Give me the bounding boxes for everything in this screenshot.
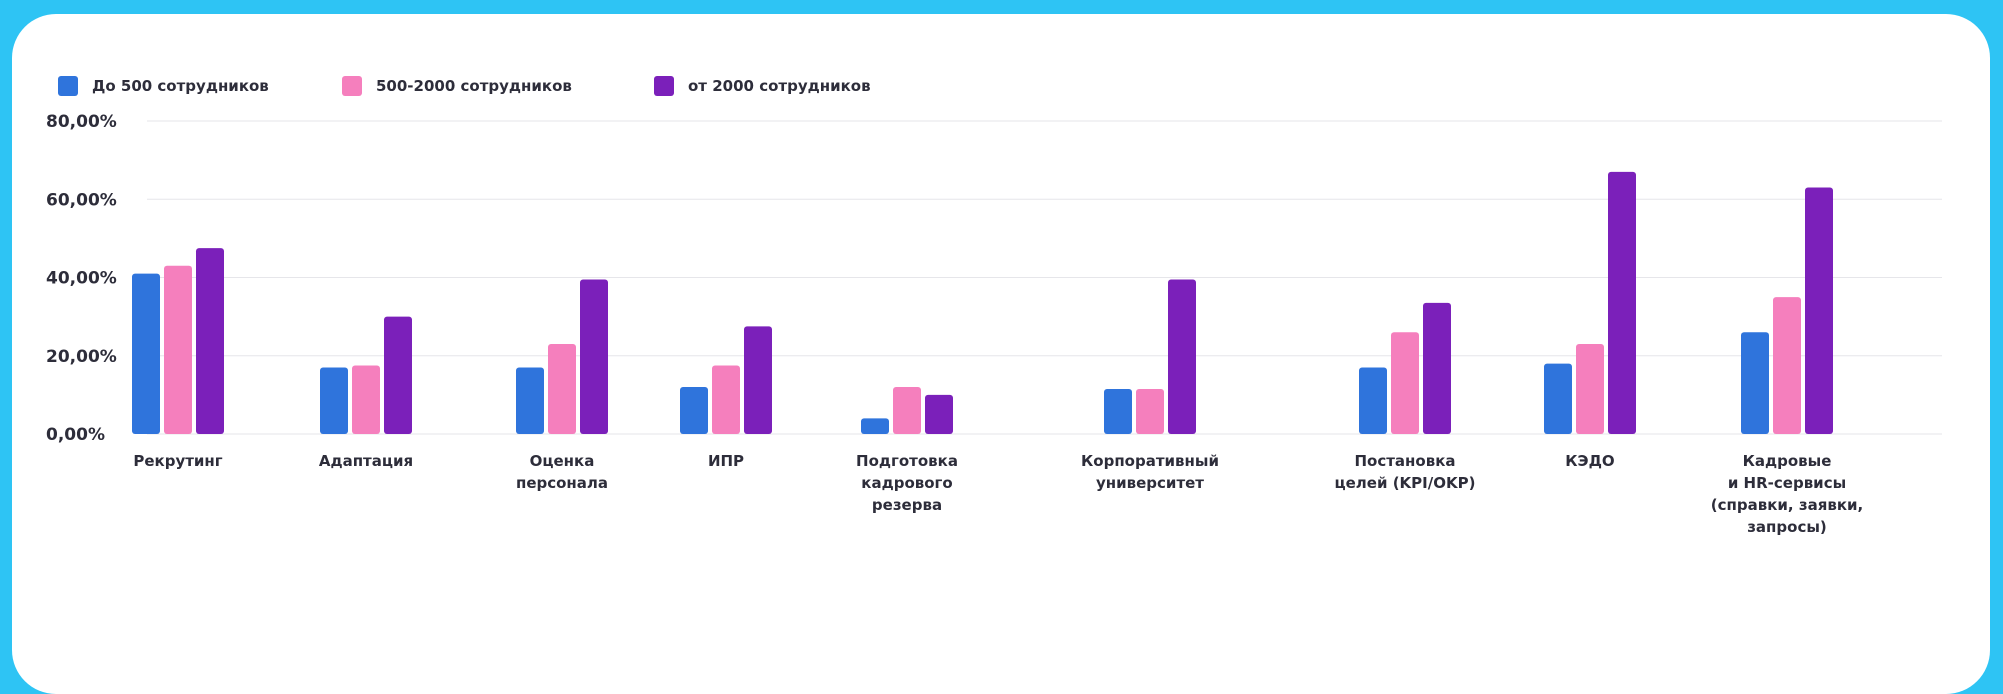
x-tick-label: Рекрутинг bbox=[133, 452, 222, 470]
bar-4-1 bbox=[893, 387, 921, 434]
bar-8-1 bbox=[1773, 297, 1801, 434]
bar-1-2 bbox=[384, 316, 412, 434]
legend-label-large: от 2000 сотрудников bbox=[688, 77, 871, 95]
bar-6-0 bbox=[1359, 367, 1387, 434]
y-tick-label: 80,00% bbox=[46, 112, 117, 132]
chart-card: До 500 сотрудников 500-2000 сотрудников … bbox=[12, 14, 1990, 694]
bar-1-0 bbox=[320, 367, 348, 434]
bar-2-2 bbox=[580, 279, 608, 434]
bar-0-0 bbox=[132, 273, 160, 434]
legend-label-small: До 500 сотрудников bbox=[92, 77, 269, 95]
bar-2-0 bbox=[516, 367, 544, 434]
legend-swatch-small bbox=[58, 76, 78, 96]
bar-chart: 0,00% 20,00% 40,00% 60,00% 80,00% Рекрутинг Ад… bbox=[46, 112, 1942, 536]
x-tick-label: ИПР bbox=[708, 452, 744, 470]
bar-5-1 bbox=[1136, 389, 1164, 434]
x-tick-label: Кадровые и HR-сервисы (справки, заявки, зап… bbox=[1711, 452, 1863, 536]
y-tick-label: 40,00% bbox=[46, 269, 117, 289]
bar-7-1 bbox=[1576, 344, 1604, 434]
bar-1-1 bbox=[352, 365, 380, 434]
bar-5-0 bbox=[1104, 389, 1132, 434]
bar-5-2 bbox=[1168, 279, 1196, 434]
bar-6-2 bbox=[1423, 302, 1451, 434]
x-tick-label: Оценка персонала bbox=[516, 452, 608, 492]
bar-3-2 bbox=[744, 326, 772, 434]
y-tick-label: 20,00% bbox=[46, 347, 117, 367]
bar-2-1 bbox=[548, 344, 576, 434]
bar-4-0 bbox=[861, 418, 889, 434]
bar-3-1 bbox=[712, 365, 740, 434]
x-tick-label: Подготовка кадрового резерва bbox=[856, 452, 958, 514]
bar-7-2 bbox=[1608, 171, 1636, 435]
bar-7-0 bbox=[1544, 363, 1572, 434]
bar-0-1 bbox=[164, 265, 192, 434]
x-tick-label: Постановка целей (KPI/OKP) bbox=[1335, 452, 1476, 492]
bar-6-1 bbox=[1391, 332, 1419, 434]
bar-0-2 bbox=[196, 248, 224, 434]
bar-3-0 bbox=[680, 387, 708, 434]
x-tick-label: КЭДО bbox=[1565, 452, 1614, 470]
bar-4-2 bbox=[925, 394, 953, 434]
legend-swatch-large bbox=[654, 76, 674, 96]
y-tick-label: 0,00% bbox=[46, 425, 105, 445]
bar-8-0 bbox=[1741, 332, 1769, 434]
legend-swatch-medium bbox=[342, 76, 362, 96]
bar-8-2 bbox=[1805, 187, 1833, 434]
x-tick-label: Адаптация bbox=[319, 452, 413, 470]
x-tick-label: Корпоративный университет bbox=[1081, 452, 1219, 492]
y-tick-label: 60,00% bbox=[46, 190, 117, 210]
legend-label-medium: 500-2000 сотрудников bbox=[376, 77, 572, 95]
